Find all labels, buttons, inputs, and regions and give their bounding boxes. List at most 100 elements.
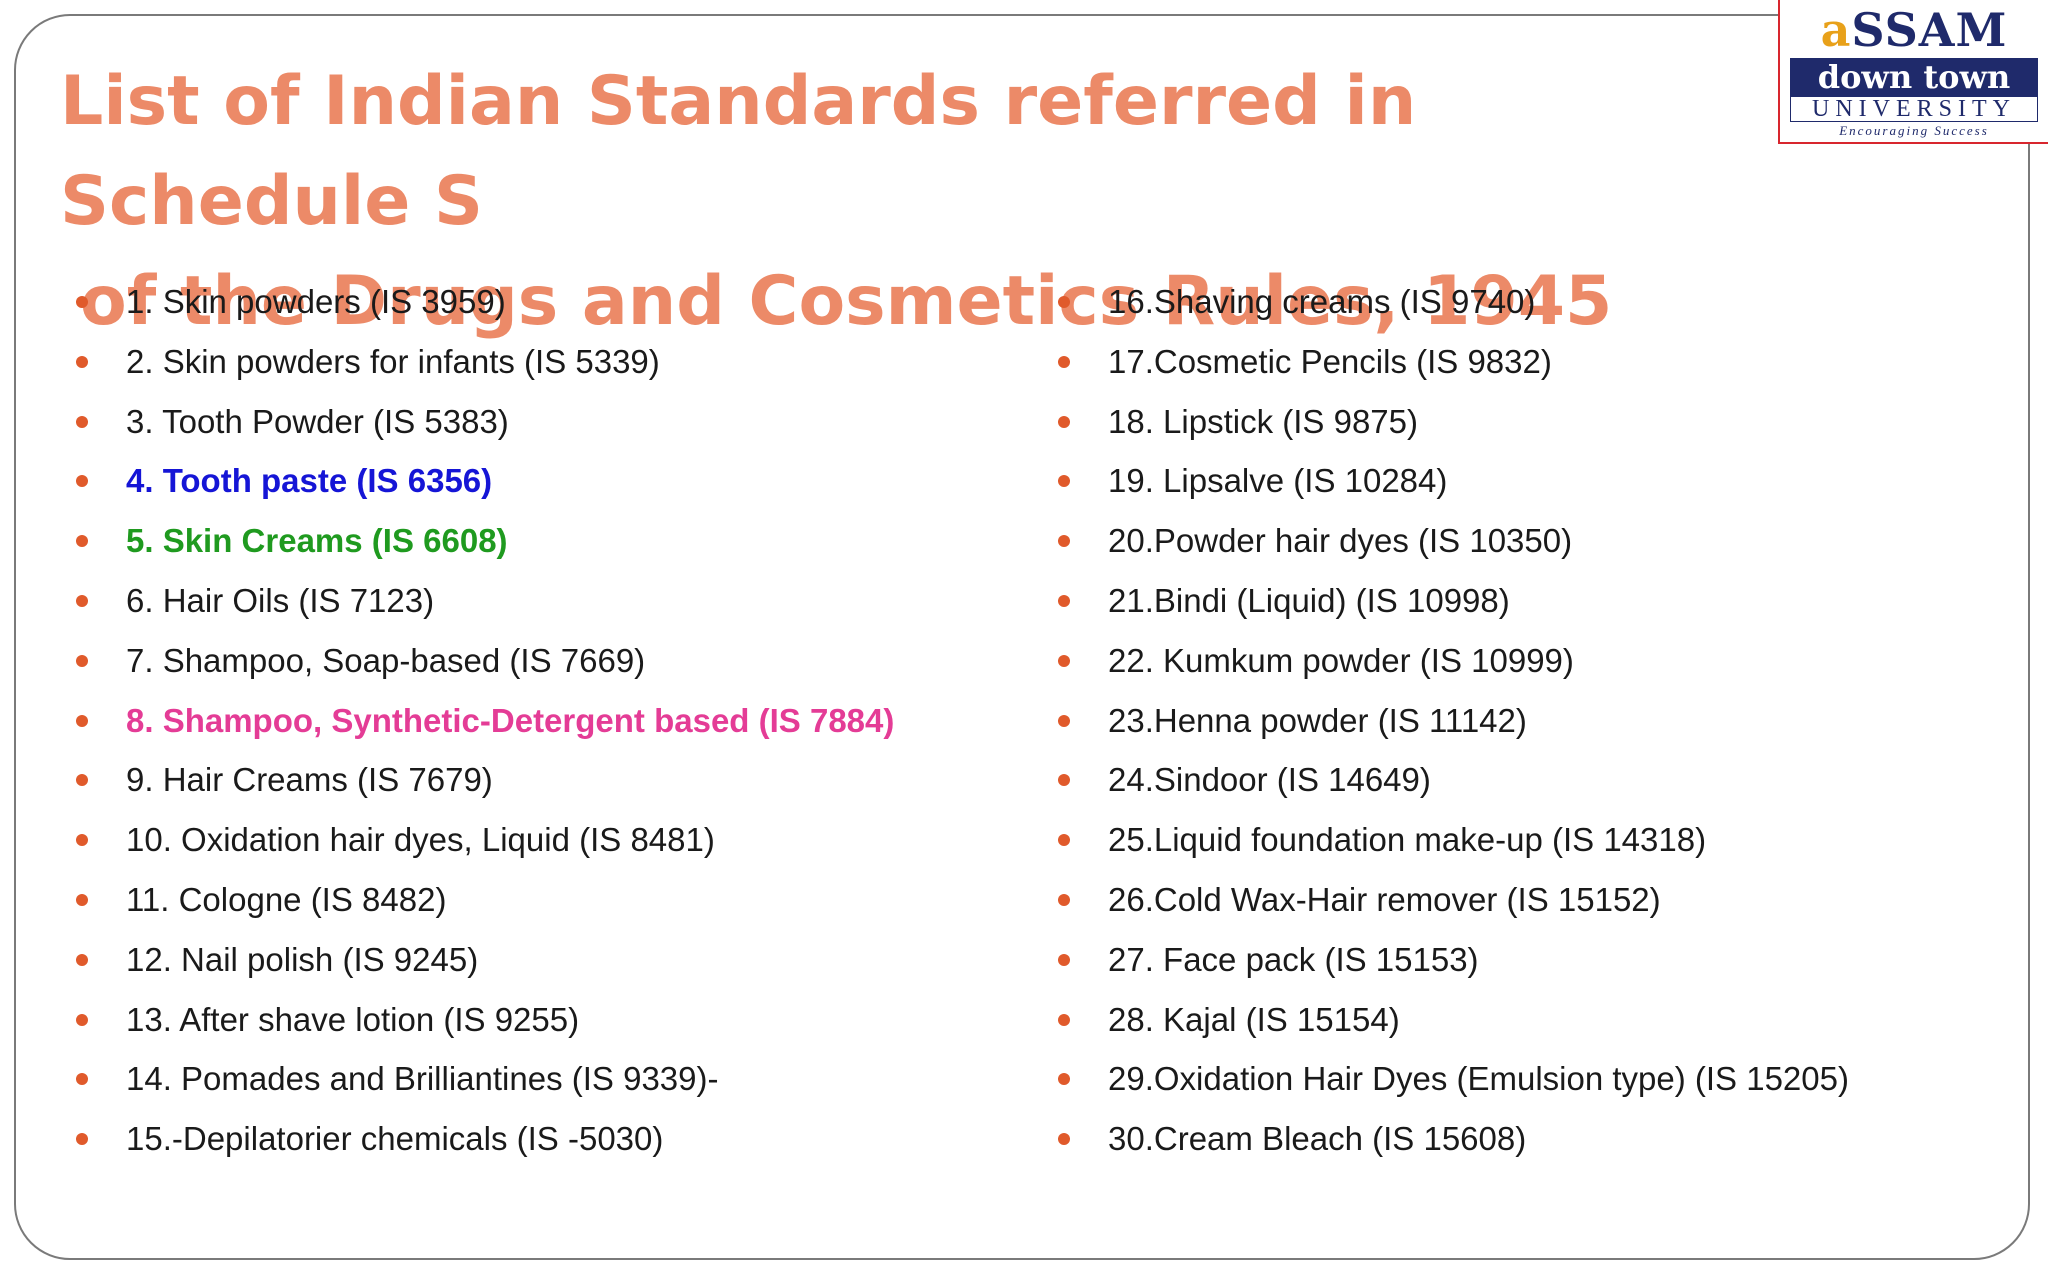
list-item-text: 13. After shave lotion (IS 9255) (126, 1000, 580, 1038)
slide-frame (14, 14, 2030, 1260)
list-item-text: 20.Powder hair dyes (IS 10350) (1108, 522, 1573, 560)
list-item-text: 22. Kumkum powder (IS 10999) (1108, 641, 1574, 679)
list-item: 24.Sindoor (IS 14649) (1056, 750, 2016, 810)
list-item: 12. Nail polish (IS 9245) (74, 930, 1034, 990)
bullet-icon (1058, 594, 1070, 607)
bullet-icon (76, 415, 88, 428)
list-item-text: 26.Cold Wax-Hair remover (IS 15152) (1108, 880, 1661, 918)
list-item: 13. After shave lotion (IS 9255) (74, 990, 1034, 1050)
bullet-icon (76, 893, 88, 906)
slide-title: List of Indian Standards referred in Sch… (60, 52, 1740, 352)
bullet-icon (76, 594, 88, 607)
list-item-text: 19. Lipsalve (IS 10284) (1108, 462, 1448, 500)
list-item: 22. Kumkum powder (IS 10999) (1056, 631, 2016, 691)
list-item-text: 24.Sindoor (IS 14649) (1108, 761, 1431, 799)
bullet-icon (1058, 1013, 1070, 1026)
logo-assam-first-letter: a (1820, 3, 1852, 57)
bullet-icon (1058, 654, 1070, 667)
bullet-icon (1058, 953, 1070, 966)
university-logo: aSSAM down town UNIVERSITY Encouraging S… (1778, 0, 2048, 144)
bullet-icon (1058, 415, 1070, 428)
list-item: 29.Oxidation Hair Dyes (Emulsion type) (… (1056, 1049, 2016, 1109)
logo-assam-rest: SSAM (1851, 3, 2008, 57)
bullet-icon (76, 475, 88, 488)
list-item-text: 10. Oxidation hair dyes, Liquid (IS 8481… (126, 821, 715, 859)
list-item: 11. Cologne (IS 8482) (74, 870, 1034, 930)
list-item: 30.Cream Bleach (IS 15608) (1056, 1109, 2016, 1169)
list-item-text: 29.Oxidation Hair Dyes (Emulsion type) (… (1108, 1060, 1849, 1098)
standards-list-right: 16.Shaving creams (IS 9740) 17.Cosmetic P… (1056, 272, 2016, 1169)
bullet-icon (76, 1073, 88, 1086)
bullet-icon (76, 535, 88, 548)
list-item-text: 25.Liquid foundation make-up (IS 14318) (1108, 821, 1707, 859)
list-item-text: 9. Hair Creams (IS 7679) (126, 761, 493, 799)
bullet-icon (76, 1013, 88, 1026)
bullet-icon (1058, 535, 1070, 548)
bullet-icon (76, 834, 88, 847)
list-item: 8. Shampoo, Synthetic-Detergent based (I… (74, 691, 1034, 751)
list-item-text: 12. Nail polish (IS 9245) (126, 940, 479, 978)
list-item: 14. Pomades and Brilliantines (IS 9339)- (74, 1049, 1034, 1109)
bullet-icon (76, 774, 88, 787)
list-item-text: 11. Cologne (IS 8482) (126, 880, 447, 918)
list-item-text: 23.Henna powder (IS 11142) (1108, 701, 1527, 739)
list-item: 5. Skin Creams (IS 6608) (74, 511, 1034, 571)
list-item-text: 18. Lipstick (IS 9875) (1108, 402, 1418, 440)
bullet-icon (1058, 834, 1070, 847)
list-item-text: 3. Tooth Powder (IS 5383) (126, 402, 509, 440)
list-item-text: 2. Skin powders for infants (IS 5339) (126, 342, 660, 380)
bullet-icon (1058, 355, 1070, 368)
list-item: 2. Skin powders for infants (IS 5339) (74, 332, 1034, 392)
list-item: 19. Lipsalve (IS 10284) (1056, 451, 2016, 511)
list-item: 18. Lipstick (IS 9875) (1056, 392, 2016, 452)
list-item-text: 6. Hair Oils (IS 7123) (126, 581, 435, 619)
list-item-text: 4. Tooth paste (IS 6356) (126, 462, 493, 500)
list-item-text: 30.Cream Bleach (IS 15608) (1108, 1120, 1527, 1158)
bullet-icon (76, 654, 88, 667)
logo-down-town: down town (1790, 58, 2038, 96)
bullet-icon (76, 953, 88, 966)
list-item-text: 15.-Depilatorier chemicals (IS -5030) (126, 1120, 664, 1158)
list-item: 27. Face pack (IS 15153) (1056, 930, 2016, 990)
bullet-icon (1058, 296, 1070, 308)
list-item: 23.Henna powder (IS 11142) (1056, 691, 2016, 751)
logo-university: UNIVERSITY (1790, 96, 2038, 122)
list-item-text: 7. Shampoo, Soap-based (IS 7669) (126, 641, 646, 679)
list-item: 17.Cosmetic Pencils (IS 9832) (1056, 332, 2016, 392)
list-item-text: 27. Face pack (IS 15153) (1108, 940, 1479, 978)
standards-list-left: 1. Skin powders (IS 3959) 2. Skin powders… (74, 272, 1034, 1169)
list-item-text: 8. Shampoo, Synthetic-Detergent based (I… (126, 701, 895, 739)
list-item-text: 14. Pomades and Brilliantines (IS 9339)- (126, 1060, 719, 1098)
list-item: 6. Hair Oils (IS 7123) (74, 571, 1034, 631)
list-item-text: 21.Bindi (Liquid) (IS 10998) (1108, 581, 1510, 619)
list-item-text: 5. Skin Creams (IS 6608) (126, 522, 508, 560)
bullet-icon (76, 1133, 88, 1146)
logo-assam-wordmark: aSSAM (1780, 4, 2048, 56)
bullet-icon (76, 714, 88, 727)
list-item-text: 28. Kajal (IS 15154) (1108, 1000, 1400, 1038)
bullet-icon (76, 355, 88, 368)
bullet-icon (1058, 1073, 1070, 1086)
list-item: 7. Shampoo, Soap-based (IS 7669) (74, 631, 1034, 691)
list-item: 10. Oxidation hair dyes, Liquid (IS 8481… (74, 810, 1034, 870)
title-line-2: of the Drugs and Cosmetics Rules, 1945 (80, 262, 1613, 341)
bullet-icon (1058, 475, 1070, 488)
list-item: 15.-Depilatorier chemicals (IS -5030) (74, 1109, 1034, 1169)
list-item-text: 1. Skin powders (IS 3959) (126, 283, 506, 320)
list-item: 4. Tooth paste (IS 6356) (74, 451, 1034, 511)
logo-tagline: Encouraging Success (1839, 123, 1989, 138)
bullet-icon (1058, 774, 1070, 787)
bullet-icon (1058, 893, 1070, 906)
bullet-icon (1058, 714, 1070, 727)
title-line-1: List of Indian Standards referred in Sch… (60, 62, 1417, 241)
list-item: 20.Powder hair dyes (IS 10350) (1056, 511, 2016, 571)
list-item: 3. Tooth Powder (IS 5383) (74, 392, 1034, 452)
list-item: 25.Liquid foundation make-up (IS 14318) (1056, 810, 2016, 870)
list-item-text: 16.Shaving creams (IS 9740) (1108, 283, 1536, 320)
list-item: 9. Hair Creams (IS 7679) (74, 750, 1034, 810)
bullet-icon (76, 296, 88, 308)
list-item: 21.Bindi (Liquid) (IS 10998) (1056, 571, 2016, 631)
list-item-text: 17.Cosmetic Pencils (IS 9832) (1108, 342, 1552, 380)
list-item: 26.Cold Wax-Hair remover (IS 15152) (1056, 870, 2016, 930)
